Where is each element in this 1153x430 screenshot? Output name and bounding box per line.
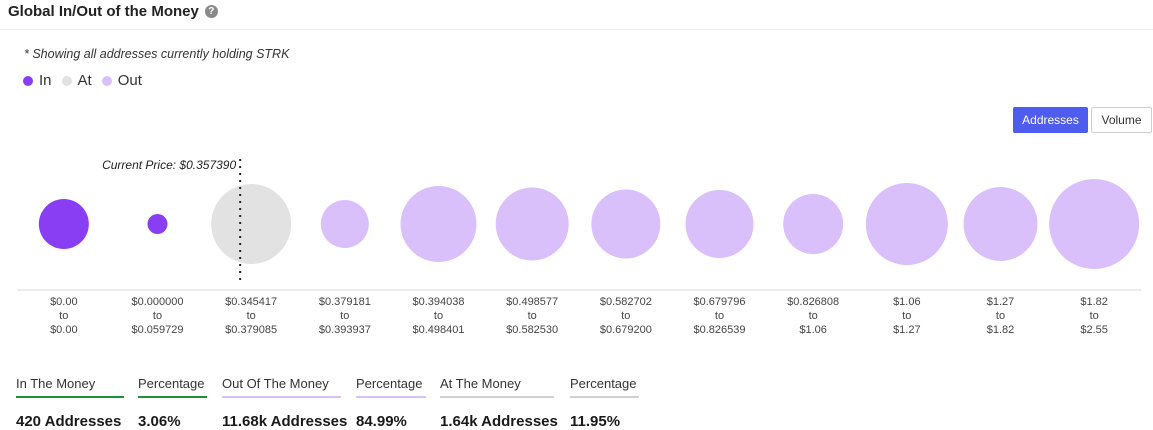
range-from-label: $0.000000 <box>132 296 184 308</box>
stat-value: 1.64k Addresses <box>440 413 558 430</box>
range-from-label: $1.06 <box>893 296 921 308</box>
page-title: Global In/Out of the Money ? <box>8 3 218 20</box>
range-connector-label: to <box>434 310 443 322</box>
bubble-at[interactable] <box>211 184 292 264</box>
stat-out-of-the-money: Out Of The Money 11.68k Addresses <box>222 376 347 430</box>
question-circle-icon[interactable]: ? <box>204 5 218 18</box>
range-from-label: $0.679796 <box>694 296 746 308</box>
stat-label: Percentage <box>356 376 426 398</box>
bubble-out[interactable] <box>865 183 948 265</box>
range-to-label: $0.826539 <box>694 324 746 336</box>
range-to-label: $0.379085 <box>225 324 277 336</box>
holding-note: * Showing all addresses currently holdin… <box>24 47 290 61</box>
range-connector-label: to <box>247 310 256 322</box>
range-from-label: $0.826808 <box>787 296 839 308</box>
range-to-label: $0.00 <box>50 324 78 336</box>
range-to-label: $0.679200 <box>600 324 652 336</box>
range-connector-label: to <box>153 310 162 322</box>
header-divider <box>0 29 1153 30</box>
stat-label: At The Money <box>440 376 554 398</box>
stat-label: Percentage <box>138 376 207 398</box>
current-price-label: Current Price: $0.357390 <box>102 158 236 172</box>
legend-label-at: At <box>77 72 92 89</box>
stat-value: 11.68k Addresses <box>222 413 348 430</box>
volume-toggle-button[interactable]: Volume <box>1091 107 1152 133</box>
range-from-label: $1.82 <box>1080 296 1108 308</box>
stat-in-percentage: Percentage 3.06% <box>138 376 207 430</box>
legend-dot-out-icon <box>101 75 112 86</box>
bubble-out[interactable] <box>1049 179 1140 269</box>
range-connector-label: to <box>902 310 911 322</box>
bubble-out[interactable] <box>685 190 754 258</box>
stat-at-percentage: Percentage 11.95% <box>570 376 639 430</box>
range-connector-label: to <box>1090 310 1099 322</box>
bubble-out[interactable] <box>591 189 661 259</box>
stat-label: Out Of The Money <box>222 376 341 398</box>
range-connector-label: to <box>809 310 818 322</box>
range-connector-label: to <box>340 310 349 322</box>
range-from-label: $0.498577 <box>506 296 558 308</box>
range-from-label: $0.00 <box>50 296 78 308</box>
range-connector-label: to <box>715 310 724 322</box>
bubble-in[interactable] <box>38 199 89 249</box>
range-from-label: $0.345417 <box>225 296 277 308</box>
range-to-label: $0.393937 <box>319 324 371 336</box>
page-title-text: Global In/Out of the Money <box>8 3 199 20</box>
bubble-out[interactable] <box>783 194 844 254</box>
stat-in-the-money: In The Money 420 Addresses <box>16 376 124 430</box>
legend-dot-in-icon <box>23 75 33 86</box>
legend-item-out: Out <box>101 72 142 89</box>
range-connector-label: to <box>528 310 537 322</box>
range-to-label: $1.27 <box>893 324 921 336</box>
legend-dot-at-icon <box>61 75 72 86</box>
range-to-label: $0.582530 <box>506 324 558 336</box>
bubble-in[interactable] <box>147 214 168 234</box>
bubble-out[interactable] <box>320 200 369 248</box>
range-connector-label: to <box>59 310 68 322</box>
range-connector-label: to <box>621 310 630 322</box>
stat-out-percentage: Percentage 84.99% <box>356 376 426 430</box>
legend: In At Out <box>23 72 152 89</box>
stat-value: 3.06% <box>138 413 181 430</box>
range-from-label: $0.394038 <box>413 296 465 308</box>
bubble-chart: $0.00 to $0.00 $0.000000 to $0.059729 $0.34541… <box>17 158 1141 336</box>
stat-at-the-money: At The Money 1.64k Addresses <box>440 376 558 430</box>
legend-item-at: At <box>61 72 92 89</box>
stat-label: Percentage <box>570 376 639 398</box>
legend-label-in: In <box>39 72 52 89</box>
legend-label-out: Out <box>117 72 142 89</box>
range-from-label: $1.27 <box>987 296 1015 308</box>
stat-value: 84.99% <box>356 413 407 430</box>
stat-value: 420 Addresses <box>16 413 122 430</box>
bubble-out[interactable] <box>400 186 477 262</box>
range-from-label: $0.379181 <box>319 296 371 308</box>
stat-value: 11.95% <box>570 413 621 430</box>
range-to-label: $2.55 <box>1080 324 1108 336</box>
range-to-label: $0.498401 <box>413 324 465 336</box>
bubble-out[interactable] <box>963 187 1038 261</box>
legend-item-in: In <box>23 72 52 89</box>
range-to-label: $0.059729 <box>132 324 184 336</box>
range-from-label: $0.582702 <box>600 296 652 308</box>
range-to-label: $1.82 <box>987 324 1015 336</box>
bubble-out[interactable] <box>495 187 569 261</box>
stat-label: In The Money <box>16 376 124 398</box>
range-connector-label: to <box>996 310 1005 322</box>
range-to-label: $1.06 <box>799 324 827 336</box>
addresses-toggle-button[interactable]: Addresses <box>1013 107 1088 133</box>
